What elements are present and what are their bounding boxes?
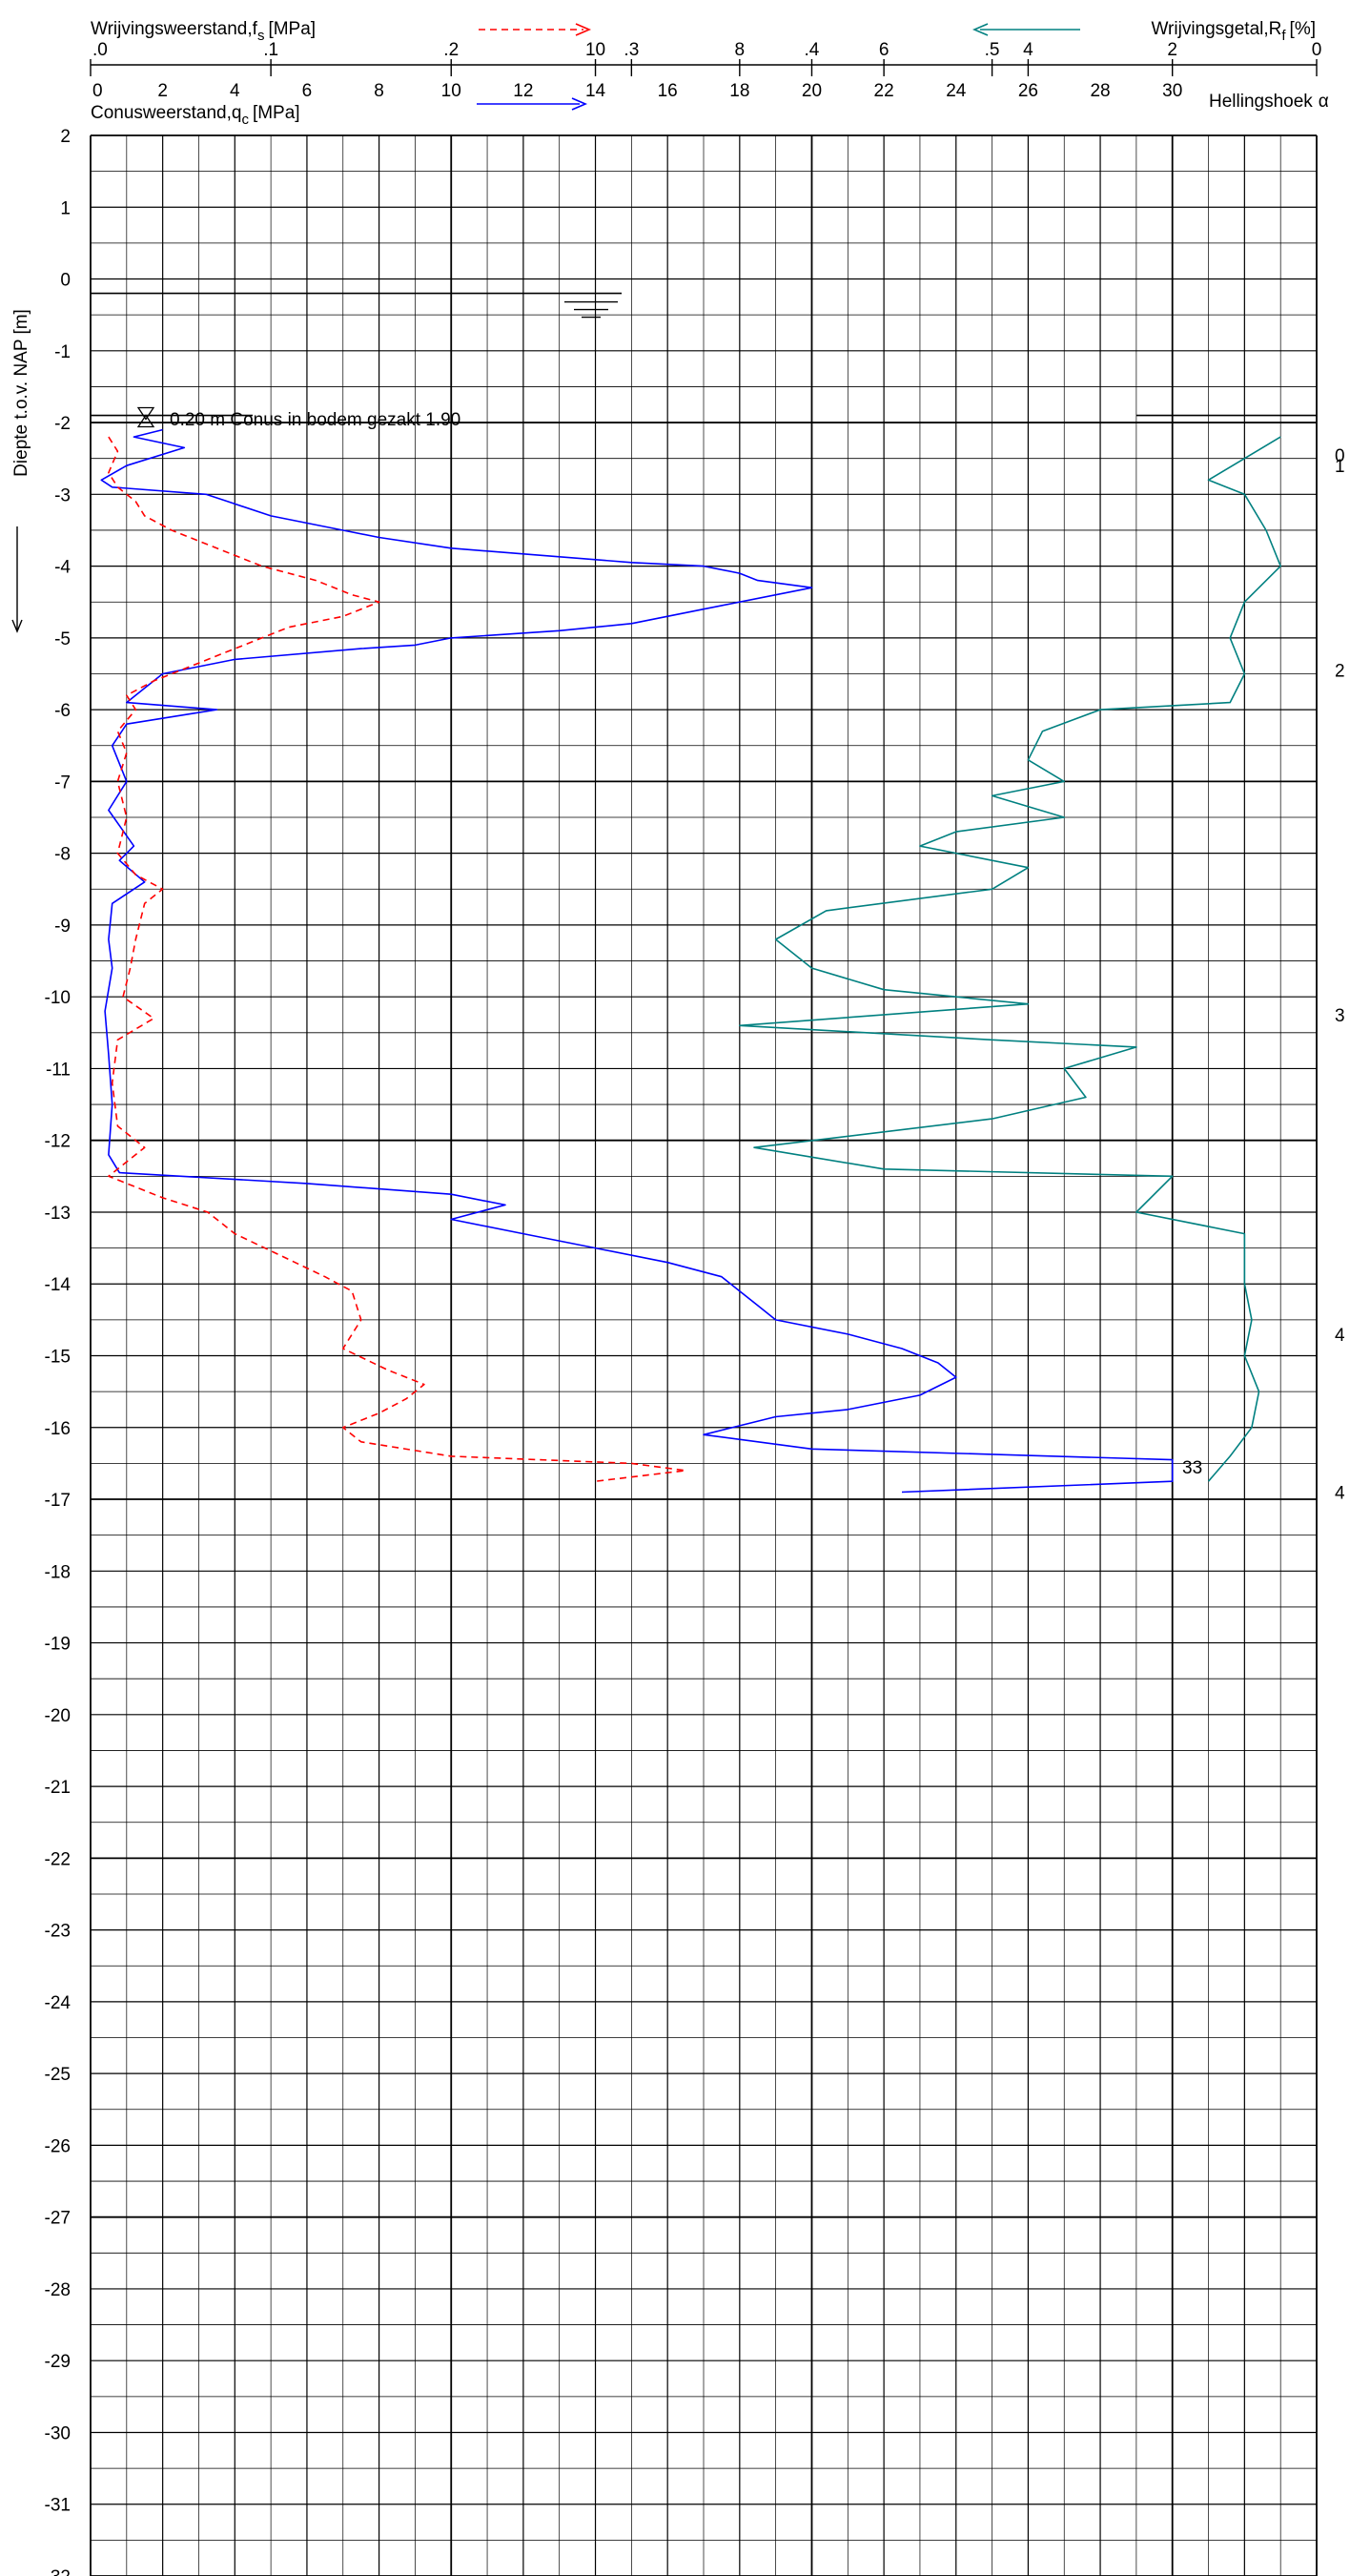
depth-axis: 2 1 0 -1 -2 -3 -4 -5 -6 -7 -8 -9 -10 -11 -12 -13 -14 -15 -…	[45, 127, 72, 2576]
qc-tick-label: 2	[157, 81, 168, 101]
rf-tick-label: 8	[735, 40, 746, 60]
depth-tick-label: -24	[45, 1993, 72, 2013]
rf-tick-label: 6	[879, 40, 890, 60]
series-rf-line	[738, 436, 1281, 1482]
fs-axis-title: Wrijvingsweerstand,fs [MPa]	[91, 19, 316, 44]
inclination-label: 4	[1335, 1484, 1345, 1504]
depth-tick-label: -31	[45, 2496, 71, 2516]
depth-tick-label: -21	[45, 1778, 71, 1798]
depth-tick-label: -15	[45, 1348, 71, 1368]
qc-tick-label: 0	[92, 81, 103, 101]
rf-tick-label: 4	[1023, 40, 1033, 60]
series	[100, 428, 1281, 1494]
top-axes: 0 2 4 6 8 10 12 14 16 18 20 22 24 26 28 30.0.1.2.3.4.51…	[90, 40, 1322, 101]
depth-tick-label: -14	[45, 1275, 72, 1295]
qc-tick-label: 18	[729, 81, 749, 101]
qc-tick-label: 24	[946, 81, 967, 101]
depth-tick-label: 2	[60, 127, 71, 147]
qc-tick-label: 6	[302, 81, 313, 101]
inclination-label: 1	[1335, 457, 1345, 477]
depth-tick-label: -10	[45, 988, 71, 1008]
fs-tick-label: .2	[443, 40, 459, 60]
depth-tick-label: 1	[60, 198, 71, 218]
depth-tick-label: -11	[46, 1060, 71, 1080]
rf-axis-title: Wrijvingsgetal,Rf [%]	[1151, 19, 1316, 44]
max-value-label: 33	[1182, 1458, 1202, 1478]
qc-tick-label: 26	[1018, 81, 1038, 101]
inclination-label: 0	[1335, 446, 1345, 466]
inclination-label: 4	[1335, 1326, 1345, 1346]
depth-tick-label: -7	[54, 773, 71, 793]
depth-tick-label: -25	[45, 2065, 71, 2085]
depth-tick-label: -9	[54, 917, 71, 937]
depth-tick-label: -27	[45, 2209, 71, 2229]
legend-qc-sample	[477, 97, 588, 111]
grid-major	[90, 134, 1318, 2576]
depth-direction-arrow	[11, 526, 23, 633]
depth-tick-label: -29	[45, 2352, 71, 2372]
start-annotation: 0.20 m Conus in bodem gezakt 1.90	[170, 410, 460, 430]
legend-rf-sample	[972, 23, 1080, 36]
legend-fs-sample	[479, 23, 592, 36]
depth-tick-label: -3	[54, 485, 71, 505]
qc-tick-label: 20	[802, 81, 822, 101]
qc-tick-label: 28	[1090, 81, 1110, 101]
fs-tick-label: .5	[985, 40, 1000, 60]
fs-tick-label: .4	[805, 40, 820, 60]
depth-tick-label: -20	[45, 1706, 71, 1726]
depth-tick-label: -12	[45, 1132, 71, 1152]
depth-tick-label: -17	[45, 1491, 71, 1511]
depth-tick-label: -13	[45, 1204, 71, 1224]
depth-tick-label: -19	[45, 1635, 71, 1655]
depth-tick-label: -4	[54, 558, 71, 578]
depth-tick-label: 0	[60, 271, 71, 291]
depth-tick-label: -6	[54, 701, 71, 721]
qc-tick-label: 8	[374, 81, 384, 101]
grid-minor	[91, 135, 1317, 2576]
depth-tick-label: -26	[45, 2136, 71, 2156]
depth-tick-label: -23	[45, 1922, 71, 1942]
depth-tick-label: -28	[45, 2280, 71, 2300]
fs-tick-label: .1	[263, 40, 278, 60]
qc-tick-label: 4	[230, 81, 240, 101]
series-fs-line	[108, 436, 686, 1482]
depth-tick-label: -5	[54, 629, 71, 649]
qc-tick-label: 10	[441, 81, 461, 101]
inclination-label: 2	[1335, 662, 1345, 682]
depth-tick-label: -16	[45, 1419, 71, 1439]
annotations: 01 2 3 4 4	[91, 292, 1345, 1504]
qc-axis-title: Conusweerstand,qc [MPa]	[91, 103, 300, 128]
depth-tick-label: -1	[54, 342, 71, 362]
fs-tick-label: .0	[92, 40, 108, 60]
qc-tick-label: 16	[658, 81, 678, 101]
qc-tick-label: 30	[1162, 81, 1182, 101]
depth-tick-label: -22	[45, 1849, 71, 1869]
inclination-label: 3	[1335, 1006, 1345, 1026]
depth-tick-label: -8	[54, 845, 71, 865]
qc-tick-label: 12	[513, 81, 533, 101]
qc-tick-label: 14	[585, 81, 606, 101]
qc-tick-label: 22	[874, 81, 894, 101]
depth-tick-label: -18	[45, 1562, 71, 1582]
rf-tick-label: 2	[1167, 40, 1177, 60]
series-qc-line	[100, 428, 1174, 1494]
depth-tick-label: -32	[45, 2567, 71, 2576]
rf-tick-label: 0	[1312, 40, 1322, 60]
inclination-axis-title: Hellingshoek α	[1209, 92, 1329, 112]
depth-tick-label: -30	[45, 2423, 71, 2443]
fs-tick-label: .3	[624, 40, 639, 60]
depth-axis-title: Diepte t.o.v. NAP [m]	[11, 309, 31, 477]
rf-tick-label: 10	[585, 40, 605, 60]
depth-tick-label: -2	[54, 414, 71, 434]
start-marker-icon	[136, 406, 155, 428]
